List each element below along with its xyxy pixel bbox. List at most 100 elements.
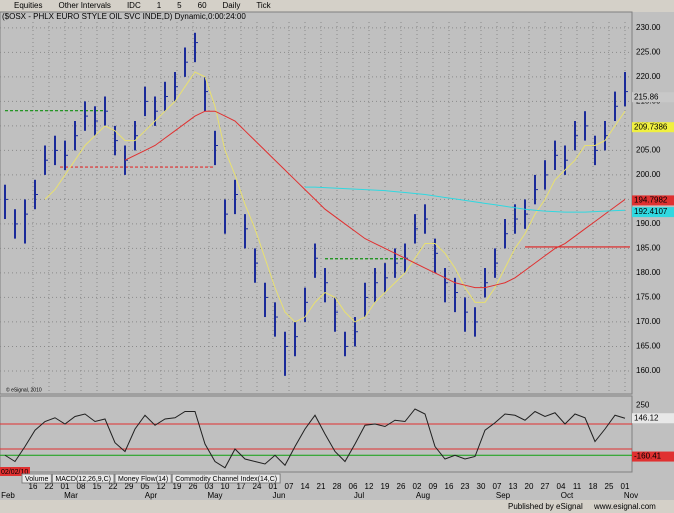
start-date: 02/02/10 [1, 469, 28, 476]
x-tick-label: 24 [253, 482, 262, 491]
x-tick-label: 16 [445, 482, 454, 491]
month-label: Feb [1, 491, 15, 500]
y-tick-label: 180.00 [636, 268, 661, 277]
x-tick-label: 12 [365, 482, 374, 491]
month-label: Jul [354, 491, 364, 500]
month-label: Jun [273, 491, 286, 500]
y-tick-label: 220.00 [636, 72, 661, 81]
publisher: Published by eSignal [508, 502, 583, 511]
month-label: Nov [624, 491, 638, 500]
month-label: Mar [64, 491, 78, 500]
toolbar-button[interactable]: 1 [157, 1, 162, 10]
cci-low-label: -160.41 [634, 452, 662, 461]
tab[interactable] [21, 473, 52, 484]
x-tick-label: 16 [29, 482, 38, 491]
toolbar-button[interactable]: Tick [256, 1, 271, 10]
month-label: Aug [416, 491, 430, 500]
price-panel [0, 11, 633, 395]
x-tick-label: 08 [77, 482, 86, 491]
x-tick-label: 22 [109, 482, 118, 491]
x-tick-label: 09 [429, 482, 438, 491]
y-tick-label: 170.00 [636, 317, 661, 326]
x-tick-label: 10 [221, 482, 230, 491]
y-tick-label: 205.00 [636, 146, 661, 155]
y-tick-label: 225.00 [636, 47, 661, 56]
x-tick-label: 17 [237, 482, 246, 491]
x-tick-label: 26 [397, 482, 406, 491]
y-tick-label: 165.00 [636, 342, 661, 351]
cci-last-label: 146.12 [634, 413, 659, 422]
x-tick-label: 01 [621, 482, 630, 491]
y-tick-label: 160.00 [636, 366, 661, 375]
last-value-box [632, 122, 674, 133]
x-tick-label: 22 [45, 482, 54, 491]
x-tick-label: 21 [317, 482, 326, 491]
tab-label[interactable]: MACD(12,26,9,C) [55, 476, 111, 483]
x-tick-label: 07 [285, 482, 294, 491]
tab[interactable] [51, 473, 115, 484]
x-tick-label: 20 [525, 482, 534, 491]
cci-line [4, 408, 626, 469]
toolbar-button[interactable]: 5 [177, 1, 182, 10]
x-tick-label: 07 [493, 482, 502, 491]
x-tick-label: 23 [461, 482, 470, 491]
y-tick-label: 190.00 [636, 219, 661, 228]
tab-label[interactable]: Money Flow(14) [118, 476, 168, 483]
x-tick-label: 25 [605, 482, 614, 491]
x-tick-label: 01 [61, 482, 70, 491]
toolbar-button[interactable]: Daily [223, 1, 241, 10]
tab[interactable] [114, 473, 172, 484]
cci-low-box [632, 451, 674, 462]
y-tick-label: 230.00 [636, 23, 661, 32]
x-tick-label: 13 [509, 482, 518, 491]
indicator-line [44, 71, 626, 323]
y-tick-label: 175.00 [636, 293, 661, 302]
toolbar-button[interactable]: Other Intervals [58, 1, 110, 10]
last-value-label: 194.7982 [634, 196, 668, 205]
x-tick-label: 03 [205, 482, 214, 491]
tab-label[interactable]: Volume [25, 476, 48, 483]
indicator-line [124, 110, 626, 289]
x-tick-label: 29 [125, 482, 134, 491]
toolbar-button[interactable]: Equities [14, 1, 42, 10]
url: www.esignal.com [593, 502, 656, 511]
tab-label[interactable]: Commodity Channel Index(14,C) [175, 476, 277, 483]
cci-last-box [632, 413, 674, 424]
x-tick-label: 02 [413, 482, 422, 491]
month-label: Sep [496, 491, 511, 500]
status-bar [0, 500, 674, 513]
x-tick-label: 14 [301, 482, 310, 491]
x-tick-label: 04 [557, 482, 566, 491]
cci-panel [0, 395, 633, 473]
x-tick-label: 06 [349, 482, 358, 491]
indicator-line [305, 186, 626, 213]
month-label: May [207, 491, 222, 500]
chart-title: ($OSX - PHLX EURO STYLE OIL SVC INDE,D) … [2, 12, 246, 21]
toolbar-button[interactable]: IDC [127, 1, 141, 10]
x-tick-label: 28 [333, 482, 342, 491]
last-value-box [632, 195, 674, 206]
month-label: Apr [145, 491, 158, 500]
x-tick-label: 30 [477, 482, 486, 491]
month-label: Oct [561, 491, 574, 500]
x-tick-label: 19 [173, 482, 182, 491]
last-value-label: 192.4107 [634, 207, 668, 216]
x-tick-label: 11 [573, 482, 582, 491]
x-tick-label: 27 [541, 482, 550, 491]
y-tick-label: 200.00 [636, 170, 661, 179]
copyright: © eSignal, 2010 [6, 386, 42, 393]
last-value-box [632, 207, 674, 218]
x-tick-label: 05 [141, 482, 150, 491]
toolbar [0, 0, 674, 12]
x-tick-label: 19 [381, 482, 390, 491]
x-tick-label: 26 [189, 482, 198, 491]
last-value-label: 215.86 [634, 92, 659, 101]
x-tick-label: 12 [157, 482, 166, 491]
start-date-box [0, 467, 30, 476]
toolbar-button[interactable]: 60 [198, 1, 207, 10]
x-tick-label: 18 [589, 482, 598, 491]
x-tick-label: 01 [269, 482, 278, 491]
tab[interactable] [171, 473, 281, 484]
